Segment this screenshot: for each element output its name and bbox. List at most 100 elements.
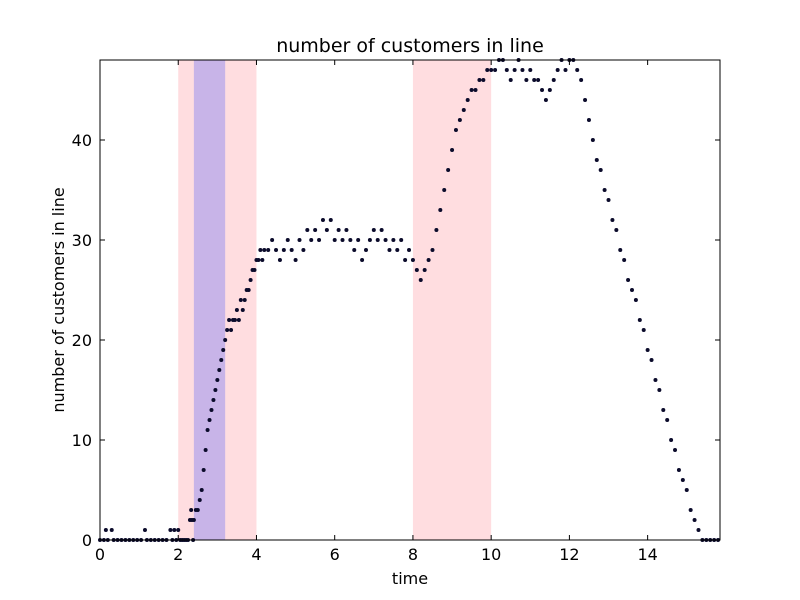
data-point (309, 238, 314, 242)
data-point (260, 258, 265, 262)
data-point (446, 168, 451, 172)
data-point (356, 238, 361, 242)
data-point (223, 338, 228, 342)
y-tick-label: 30 (72, 231, 92, 250)
data-point (633, 298, 638, 302)
data-point (246, 288, 251, 292)
data-point (481, 78, 486, 82)
data-point (375, 238, 380, 242)
highlight-span (193, 60, 226, 540)
data-point (504, 68, 509, 72)
data-point (215, 378, 220, 382)
data-points (98, 58, 721, 542)
data-point (430, 248, 435, 252)
y-axis-title: number of customers in line (49, 187, 68, 412)
data-point (536, 78, 541, 82)
data-point (532, 78, 537, 82)
data-point (602, 188, 607, 192)
data-point (336, 228, 341, 232)
data-point (551, 78, 556, 82)
y-tick-label: 0 (82, 531, 92, 550)
data-point (583, 98, 588, 102)
data-point (293, 258, 298, 262)
data-point (461, 108, 466, 112)
data-point (520, 68, 525, 72)
data-point (696, 528, 701, 532)
data-point (248, 278, 253, 282)
data-point (657, 388, 662, 392)
data-point (563, 68, 568, 72)
data-point (418, 278, 423, 282)
data-point (274, 248, 279, 252)
x-tick-label: 0 (95, 545, 105, 564)
data-point (543, 98, 548, 102)
data-point (434, 228, 439, 232)
data-point (217, 368, 222, 372)
data-point (528, 68, 533, 72)
data-point (489, 68, 494, 72)
data-point (665, 418, 670, 422)
data-point (524, 78, 529, 82)
data-point (168, 528, 173, 532)
data-point (673, 448, 678, 452)
x-tick-label: 8 (408, 545, 418, 564)
data-point (379, 228, 384, 232)
data-point (414, 268, 419, 272)
data-point (508, 78, 513, 82)
plot-frame (99, 59, 721, 541)
data-point (258, 248, 263, 252)
data-point (610, 218, 615, 222)
data-point (197, 498, 202, 502)
data-point (219, 358, 224, 362)
data-point (614, 228, 619, 232)
data-point (142, 528, 147, 532)
data-point (195, 508, 200, 512)
data-point (320, 218, 325, 222)
data-point (622, 258, 627, 262)
data-point (289, 248, 294, 252)
data-point (332, 238, 337, 242)
data-point (442, 188, 447, 192)
data-point (626, 278, 631, 282)
data-point (109, 528, 114, 532)
data-point (422, 268, 427, 272)
data-point (465, 98, 470, 102)
chart-title: number of customers in line (276, 35, 544, 57)
data-point (395, 248, 400, 252)
data-point (387, 248, 392, 252)
data-point (485, 68, 490, 72)
data-point (391, 238, 396, 242)
data-point (207, 418, 212, 422)
x-tick-label: 2 (173, 545, 183, 564)
x-tick-label: 12 (559, 545, 579, 564)
data-point (232, 318, 237, 322)
data-point (281, 248, 286, 252)
data-point (344, 228, 349, 232)
data-point (256, 258, 261, 262)
data-point (313, 228, 318, 232)
x-tick-label: 4 (251, 545, 261, 564)
x-tick-label: 14 (637, 545, 657, 564)
y-tick-label: 10 (72, 431, 92, 450)
data-point (363, 248, 368, 252)
data-point (438, 208, 443, 212)
data-point (575, 68, 580, 72)
data-point (191, 518, 196, 522)
axis-ticks: 0 2 4 6 8 10 12 14 0 10 20 30 40 (72, 60, 720, 564)
data-point (590, 138, 595, 142)
data-point (285, 238, 290, 242)
data-point (360, 258, 365, 262)
data-point (227, 318, 232, 322)
data-point (328, 218, 333, 222)
y-tick-label: 40 (72, 131, 92, 150)
data-point (637, 318, 642, 322)
data-point (579, 78, 584, 82)
data-point (606, 198, 611, 202)
data-point (225, 328, 230, 332)
data-point (189, 508, 194, 512)
data-point (367, 238, 372, 242)
data-point (407, 248, 412, 252)
data-point (176, 528, 181, 532)
data-point (399, 238, 404, 242)
data-point (221, 348, 226, 352)
